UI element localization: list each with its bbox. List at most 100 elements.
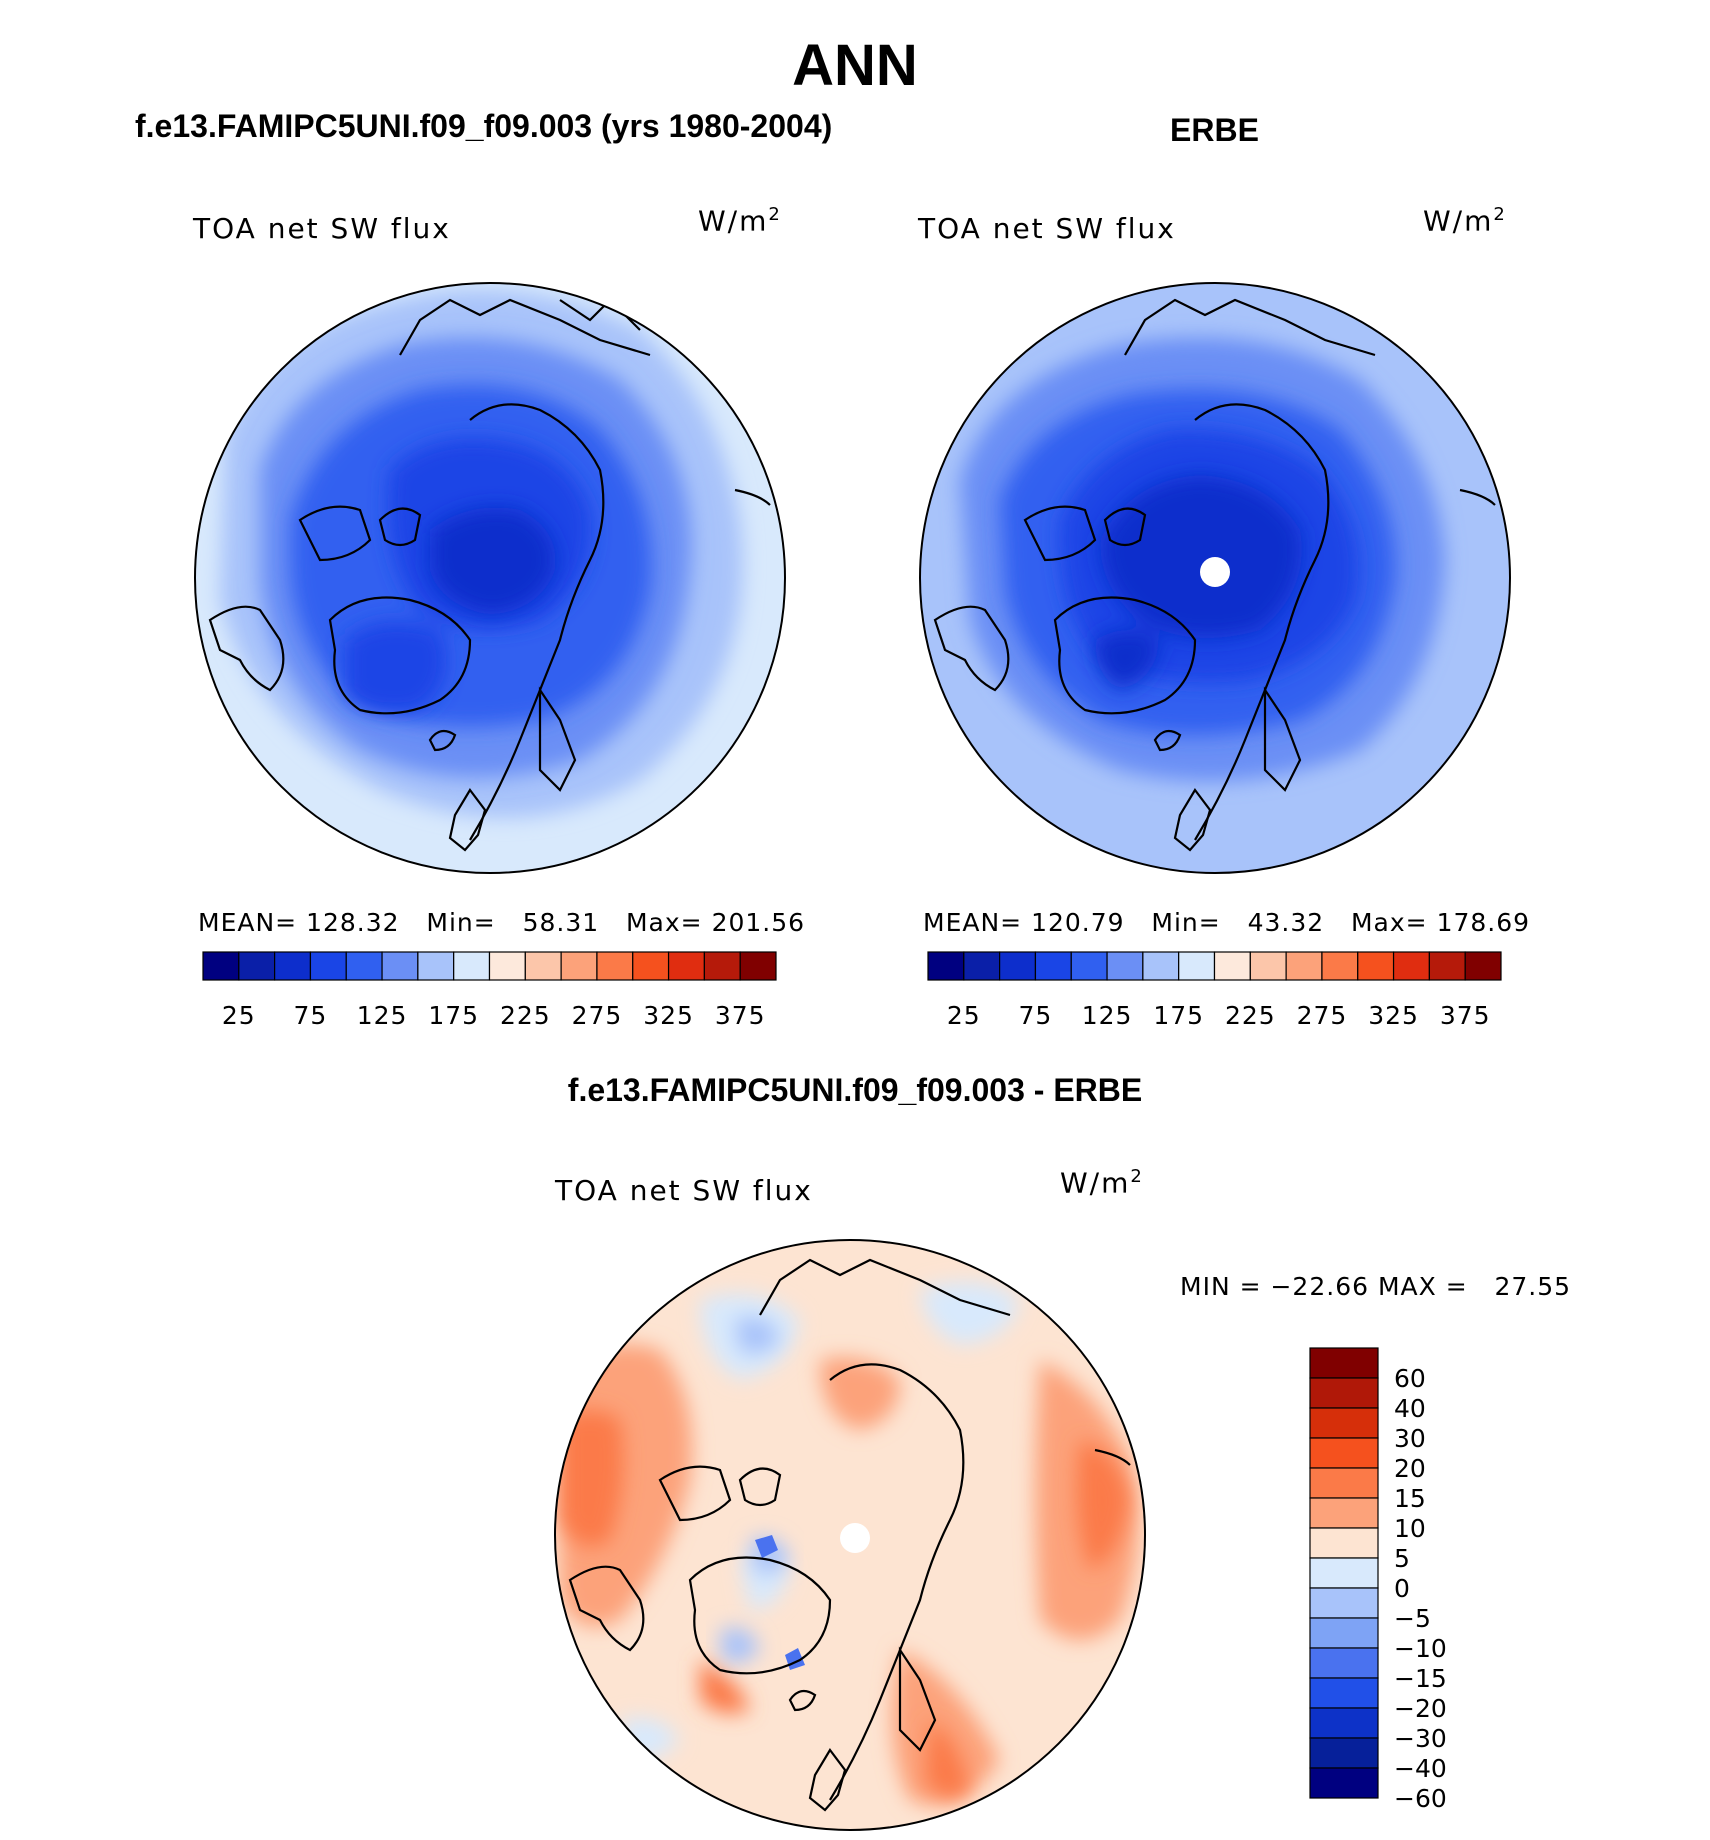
diff-colorbar-tick-label: −15 <box>1394 1664 1447 1693</box>
model-colorbar-tick-label: 375 <box>715 1001 766 1030</box>
model-colorbar-tick-label: 225 <box>500 1001 551 1030</box>
diff-colorbar-swatch <box>1309 1437 1379 1469</box>
erbe-colorbar-swatch <box>1070 951 1108 981</box>
erbe-colorbar-swatch <box>1321 951 1359 981</box>
diff-colorbar-swatch <box>1309 1587 1379 1619</box>
diff-coastlines <box>568 1258 1131 1812</box>
diff-colorbar-tick-label: 60 <box>1394 1364 1426 1393</box>
model-map <box>194 282 786 874</box>
diff-neg-2 <box>720 1317 790 1664</box>
erbe-colorbar-tick-label: 75 <box>1019 1001 1053 1030</box>
erbe-colorbar-swatch <box>1285 951 1323 981</box>
diff-colorbar-swatch <box>1309 1377 1379 1409</box>
model-colorbar-tick-label: 125 <box>357 1001 408 1030</box>
model-panel-title: f.e13.FAMIPC5UNI.f09_f09.003 (yrs 1980-2… <box>135 108 833 144</box>
erbe-colorbar-swatch <box>1213 951 1251 981</box>
erbe-colorbar-swatch <box>1106 951 1144 981</box>
erbe-colorbar-swatch <box>1392 951 1430 981</box>
diff-neg-1 <box>620 1282 1020 1760</box>
diff-colorbar-swatch <box>1309 1407 1379 1439</box>
diff-colorbar-tick-label: 40 <box>1394 1394 1426 1423</box>
model-colorbar-tick-label: 175 <box>428 1001 479 1030</box>
model-colorbar-swatch <box>345 951 383 981</box>
diff-colorbar-swatch <box>1309 1557 1379 1589</box>
erbe-level-4 <box>1095 475 1302 690</box>
erbe-colorbar-swatch <box>963 951 1001 981</box>
model-colorbar-swatch <box>488 951 526 981</box>
diff-colorbar-tick-label: −60 <box>1394 1784 1447 1813</box>
model-colorbar-swatch <box>596 951 634 981</box>
diff-colorbar-tick-label: 10 <box>1394 1514 1426 1543</box>
diff-colorbar-tick-label: −20 <box>1394 1694 1447 1723</box>
erbe-colorbar-swatch <box>1178 951 1216 981</box>
diff-colorbar-swatch <box>1309 1617 1379 1649</box>
diff-pos-1 <box>560 1344 1138 1805</box>
diff-neg-3 <box>755 1535 805 1670</box>
model-coastlines <box>208 298 771 852</box>
diff-pole-missing <box>840 1523 870 1553</box>
model-colorbar-swatch <box>739 951 777 981</box>
erbe-colorbar-tick-label: 25 <box>947 1001 981 1030</box>
model-variable-label: TOA net SW flux <box>193 212 451 245</box>
model-colorbar-swatch <box>524 951 562 981</box>
diff-pos-2 <box>560 1410 1130 1798</box>
erbe-units-label: W/m2 <box>1423 204 1507 238</box>
erbe-coastlines <box>933 298 1496 852</box>
main-title: ANN <box>792 33 918 98</box>
model-colorbar-swatch <box>238 951 276 981</box>
erbe-colorbar-tick-label: 325 <box>1368 1001 1419 1030</box>
erbe-colorbar-tick-label: 175 <box>1153 1001 1204 1030</box>
erbe-stats: MEAN= 120.79 Min= 43.32 Max= 178.69 <box>923 908 1531 937</box>
erbe-colorbar: 25 75 125 175 225 275 325 375 <box>927 951 1502 1030</box>
diff-colorbar-swatch <box>1309 1347 1379 1379</box>
erbe-colorbar-swatch <box>1142 951 1180 981</box>
model-stats: MEAN= 128.32 Min= 58.31 Max= 201.56 <box>198 908 806 937</box>
erbe-panel-title: ERBE <box>1170 112 1259 148</box>
diff-colorbar-tick-label: −40 <box>1394 1754 1447 1783</box>
model-colorbar-swatch <box>417 951 455 981</box>
diff-units-label: W/m2 <box>1060 1166 1144 1200</box>
model-colorbar-swatch <box>381 951 419 981</box>
diff-colorbar-swatch <box>1309 1707 1379 1739</box>
model-colorbar-swatch <box>560 951 598 981</box>
model-colorbar-tick-label: 275 <box>572 1001 623 1030</box>
erbe-colorbar-tick-label: 375 <box>1440 1001 1491 1030</box>
model-colorbar-swatch <box>667 951 705 981</box>
diff-colorbar-swatch <box>1309 1647 1379 1679</box>
model-level-5 <box>430 507 556 615</box>
erbe-colorbar-swatch <box>1428 951 1466 981</box>
diff-colorbar-swatch <box>1309 1497 1379 1529</box>
erbe-map <box>919 282 1511 874</box>
diff-colorbar-tick-label: −5 <box>1394 1604 1431 1633</box>
diff-colorbar-tick-label: −10 <box>1394 1634 1447 1663</box>
diff-colorbar-tick-label: 30 <box>1394 1424 1426 1453</box>
erbe-pole-missing <box>1200 557 1230 587</box>
diff-map <box>554 1239 1146 1831</box>
erbe-colorbar-swatch <box>1249 951 1287 981</box>
erbe-variable-label: TOA net SW flux <box>918 212 1176 245</box>
model-colorbar: 25 75 125 175 225 275 325 375 <box>202 951 777 1030</box>
diff-colorbar-tick-label: 20 <box>1394 1454 1426 1483</box>
diff-colorbar-tick-label: −30 <box>1394 1724 1447 1753</box>
erbe-colorbar-swatch <box>1034 951 1072 981</box>
model-colorbar-swatch <box>309 951 347 981</box>
erbe-colorbar-tick-label: 275 <box>1297 1001 1348 1030</box>
erbe-colorbar-tick-label: 225 <box>1225 1001 1276 1030</box>
erbe-colorbar-tick-label: 125 <box>1082 1001 1133 1030</box>
model-colorbar-swatch <box>703 951 741 981</box>
diff-colorbar-tick-label: 15 <box>1394 1484 1426 1513</box>
erbe-colorbar-swatch <box>927 951 965 981</box>
model-colorbar-swatch <box>274 951 312 981</box>
model-units-label: W/m2 <box>698 204 782 238</box>
model-colorbar-swatch <box>202 951 240 981</box>
erbe-colorbar-swatch <box>1464 951 1502 981</box>
diff-panel-title: f.e13.FAMIPC5UNI.f09_f09.003 - ERBE <box>567 1072 1143 1108</box>
model-colorbar-tick-label: 25 <box>222 1001 256 1030</box>
erbe-colorbar-swatch <box>999 951 1037 981</box>
diff-colorbar-swatch <box>1309 1527 1379 1559</box>
model-colorbar-tick-label: 75 <box>294 1001 328 1030</box>
model-colorbar-swatch <box>632 951 670 981</box>
diff-colorbar-tick-label: 0 <box>1394 1574 1410 1603</box>
